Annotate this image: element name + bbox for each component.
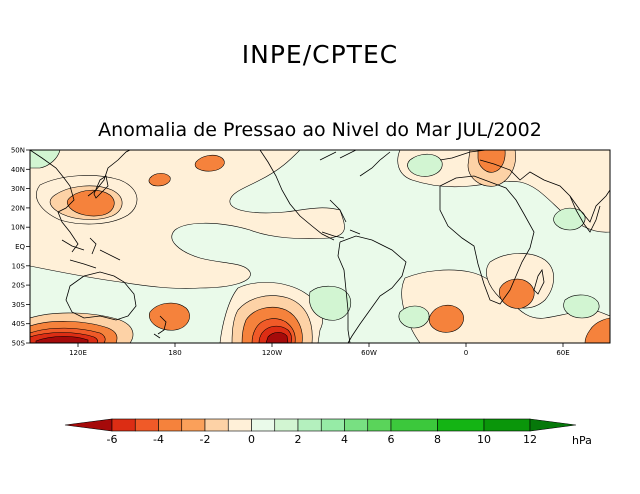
contour-neg3-south-indian — [584, 317, 610, 343]
lat-label-50n: 50N — [11, 147, 25, 155]
coast-australia — [65, 271, 137, 321]
colorbar-label: 10 — [477, 433, 491, 446]
coast-north-america — [259, 150, 391, 241]
colorbar — [64, 418, 577, 432]
coast-caribbean — [321, 229, 361, 239]
colorbar-label: 6 — [388, 433, 395, 446]
coast-madagascar — [533, 268, 545, 295]
contour-neg3-japan — [66, 189, 115, 217]
colorbar-swatch — [344, 418, 369, 432]
colorbar-swatch — [320, 418, 345, 432]
coast-maritime-continent — [61, 237, 121, 269]
colorbar-label: 2 — [295, 433, 302, 446]
contour-neg3-europe — [477, 150, 506, 173]
coast-india — [569, 195, 601, 233]
organization-title: INPE/CPTEC — [241, 40, 399, 69]
colorbar-swatch — [134, 418, 159, 432]
contour-neg3-south-atlantic — [428, 304, 464, 333]
lat-label-40n: 40N — [11, 166, 25, 174]
lon-label-60w: 60W — [361, 349, 377, 357]
colorbar-label: 4 — [341, 433, 348, 446]
colorbar-swatch — [181, 418, 206, 432]
colorbar-swatch — [227, 418, 252, 432]
lat-label-10s: 10S — [12, 262, 26, 270]
colorbar-swatch — [158, 418, 183, 432]
contour-pos-south-atlantic — [398, 305, 430, 329]
colorbar-swatch — [297, 418, 322, 432]
colorbar-swatch — [367, 418, 392, 432]
lat-label-30s: 30S — [12, 301, 26, 309]
lon-label-60e: 60E — [556, 349, 569, 357]
map-field — [30, 150, 610, 343]
coast-europe — [439, 150, 610, 223]
colorbar-swatch — [251, 418, 276, 432]
colorbar-label: 12 — [523, 433, 537, 446]
coastlines — [30, 150, 610, 343]
colorbar-swatch — [204, 418, 229, 432]
contour-neg3-tasman — [149, 302, 190, 331]
contour-neg3-north-pacific-b — [148, 173, 171, 187]
colorbar-label: -6 — [107, 433, 118, 446]
colorbar-unit: hPa — [572, 434, 592, 447]
colorbar-label: -2 — [200, 433, 211, 446]
coast-japan — [93, 175, 109, 199]
contour-neg3-north-pacific-a — [194, 154, 225, 172]
contour-pos-north-atlantic — [407, 153, 443, 177]
lon-label-120w: 120W — [262, 349, 282, 357]
contour-pos-arabian — [553, 207, 586, 231]
colorbar-swatch — [437, 418, 485, 432]
colorbar-arrow-right — [529, 418, 577, 432]
lon-label-180: 180 — [168, 349, 181, 357]
lat-label-50s: 50S — [12, 340, 26, 348]
colorbar-swatch — [483, 418, 531, 432]
lat-label-20n: 20N — [11, 204, 25, 212]
lon-label-120e: 120E — [69, 349, 87, 357]
lon-label-0: 0 — [464, 349, 468, 357]
lat-label-30n: 30N — [11, 185, 25, 193]
coast-africa — [439, 175, 535, 305]
colorbar-swatch — [111, 418, 136, 432]
contour-pos-south-pacific — [309, 285, 352, 321]
map-title: Anomalia de Pressao ao Nivel do Mar JUL/… — [98, 119, 542, 141]
lat-label-eq: EQ — [15, 243, 25, 251]
contour-neg6-east-pacific — [265, 332, 289, 343]
coast-south-america — [337, 235, 407, 343]
lat-label-10n: 10N — [11, 224, 25, 232]
coast-new-zealand — [153, 315, 167, 339]
colorbar-arrow-left — [64, 418, 113, 432]
longitude-axis: 120E 180 120W 60W 0 60E — [69, 343, 570, 357]
lat-label-40s: 40S — [12, 320, 26, 328]
lat-label-20s: 20S — [12, 282, 26, 290]
colorbar-swatch — [390, 418, 438, 432]
colorbar-label: 0 — [248, 433, 255, 446]
colorbar-labels: -6 -4 -2 0 2 4 6 8 10 12 hPa — [107, 433, 592, 447]
colorbar-label: 8 — [434, 433, 441, 446]
latitude-axis: 50N 40N 30N 20N 10N EQ 10S 20S 30S 40S 5… — [11, 147, 30, 348]
contour-pos-indian — [563, 294, 600, 319]
contour-pos-northwest — [30, 150, 61, 169]
colorbar-label: -4 — [153, 433, 164, 446]
colorbar-swatch — [274, 418, 299, 432]
